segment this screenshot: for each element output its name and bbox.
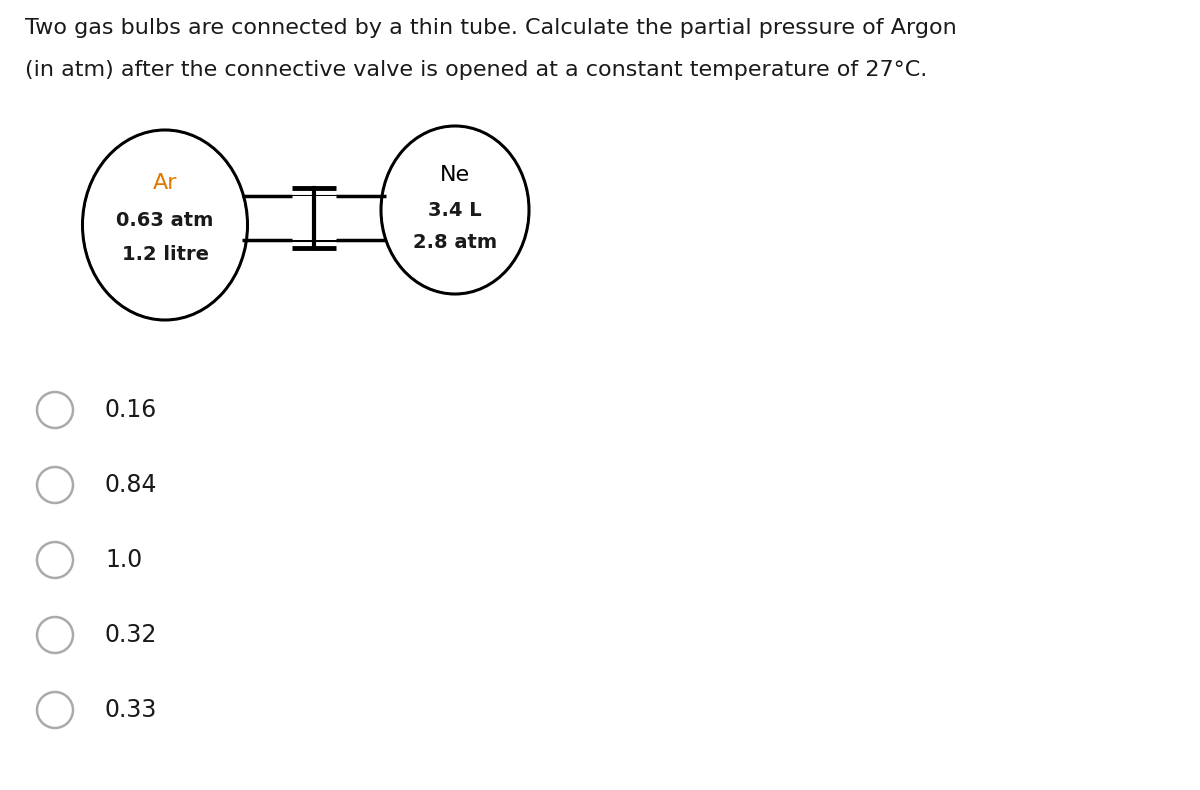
Text: 0.16: 0.16 xyxy=(106,398,157,422)
Text: 1.0: 1.0 xyxy=(106,548,143,572)
Ellipse shape xyxy=(383,128,527,292)
Text: 1.2 litre: 1.2 litre xyxy=(121,246,209,265)
Text: 3.4 L: 3.4 L xyxy=(428,201,482,220)
Text: 0.33: 0.33 xyxy=(106,698,157,722)
Text: 2.8 atm: 2.8 atm xyxy=(413,234,497,253)
Text: Two gas bulbs are connected by a thin tube. Calculate the partial pressure of Ar: Two gas bulbs are connected by a thin tu… xyxy=(25,18,956,38)
Text: 0.84: 0.84 xyxy=(106,473,157,497)
Text: 0.63 atm: 0.63 atm xyxy=(116,210,214,230)
Text: (in atm) after the connective valve is opened at a constant temperature of 27°C.: (in atm) after the connective valve is o… xyxy=(25,60,928,80)
Text: Ar: Ar xyxy=(152,173,178,193)
Text: 0.32: 0.32 xyxy=(106,623,157,647)
Ellipse shape xyxy=(84,132,246,318)
Text: Ne: Ne xyxy=(440,165,470,185)
Bar xyxy=(242,196,386,240)
